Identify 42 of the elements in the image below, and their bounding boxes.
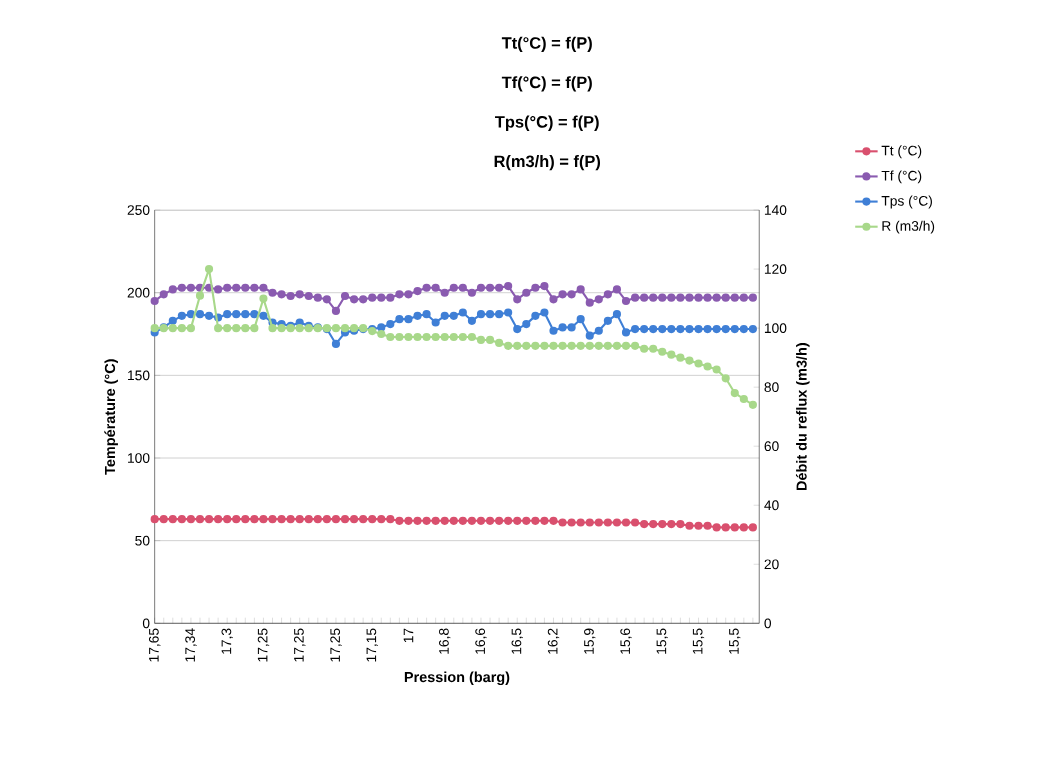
- x-tick-label: 17,3: [221, 628, 233, 654]
- text: Tf(°C) = f(P): [501, 75, 592, 92]
- y2-tick-label: 60: [764, 441, 779, 451]
- x-tick-label: 16,8: [439, 628, 451, 654]
- x-tick-label: 17,25: [294, 628, 306, 662]
- x-tick-label: 16,2: [547, 628, 560, 654]
- legend-label: Tf (°C): [881, 170, 922, 184]
- x-tick-label: 16,5: [511, 628, 523, 654]
- y2-tick-label: 0: [764, 618, 772, 629]
- x-tick-label: 17,25: [257, 628, 270, 662]
- x-tick-label: 17,65: [148, 628, 161, 662]
- y2-tick-label: 140: [764, 205, 787, 215]
- y2-tick-label: 120: [764, 264, 787, 274]
- x-tick-label: 17,15: [366, 628, 378, 662]
- x-tick-label: 16,6: [475, 628, 487, 654]
- x-tick-label: 15,9: [584, 628, 596, 654]
- x-tick-label: 15,5: [729, 628, 741, 654]
- y-tick-label: 250: [127, 205, 150, 215]
- x-tick-label: 15,5: [656, 628, 668, 654]
- y2-tick-label: 40: [764, 500, 779, 510]
- y-tick-label: 0: [142, 618, 150, 629]
- chart-title: Tt(°C) = f(P): [501, 36, 592, 52]
- y2-tick-label: 80: [764, 382, 779, 392]
- legend-label: Tps (°C): [881, 195, 932, 209]
- x-axis-title: Pression (barg): [404, 671, 510, 685]
- y-tick-label: 50: [135, 535, 150, 546]
- x-tick-label: 15,6: [620, 628, 632, 654]
- text: Tps(°C) = f(P): [495, 115, 599, 131]
- text: R(m3/h) = f(P): [494, 154, 601, 171]
- y2-tick-label: 20: [764, 559, 779, 569]
- legend-label: R (m3/h): [882, 220, 935, 234]
- x-tick-label: 15,5: [692, 628, 705, 654]
- legend-label: Tt (°C): [881, 145, 922, 159]
- y-tick-label: 100: [128, 452, 150, 463]
- y2-axis-title: Débit du reflux (m3/h): [795, 342, 810, 490]
- x-tick-label: 17,34: [185, 628, 197, 662]
- y2-tick-label: 100: [764, 323, 787, 333]
- y-axis-title: Température (°C): [104, 359, 118, 475]
- y-tick-label: 150: [128, 370, 150, 381]
- x-tick-label: 17: [403, 628, 414, 643]
- x-tick-label: 17,25: [330, 628, 342, 662]
- y-tick-label: 200: [127, 287, 150, 298]
